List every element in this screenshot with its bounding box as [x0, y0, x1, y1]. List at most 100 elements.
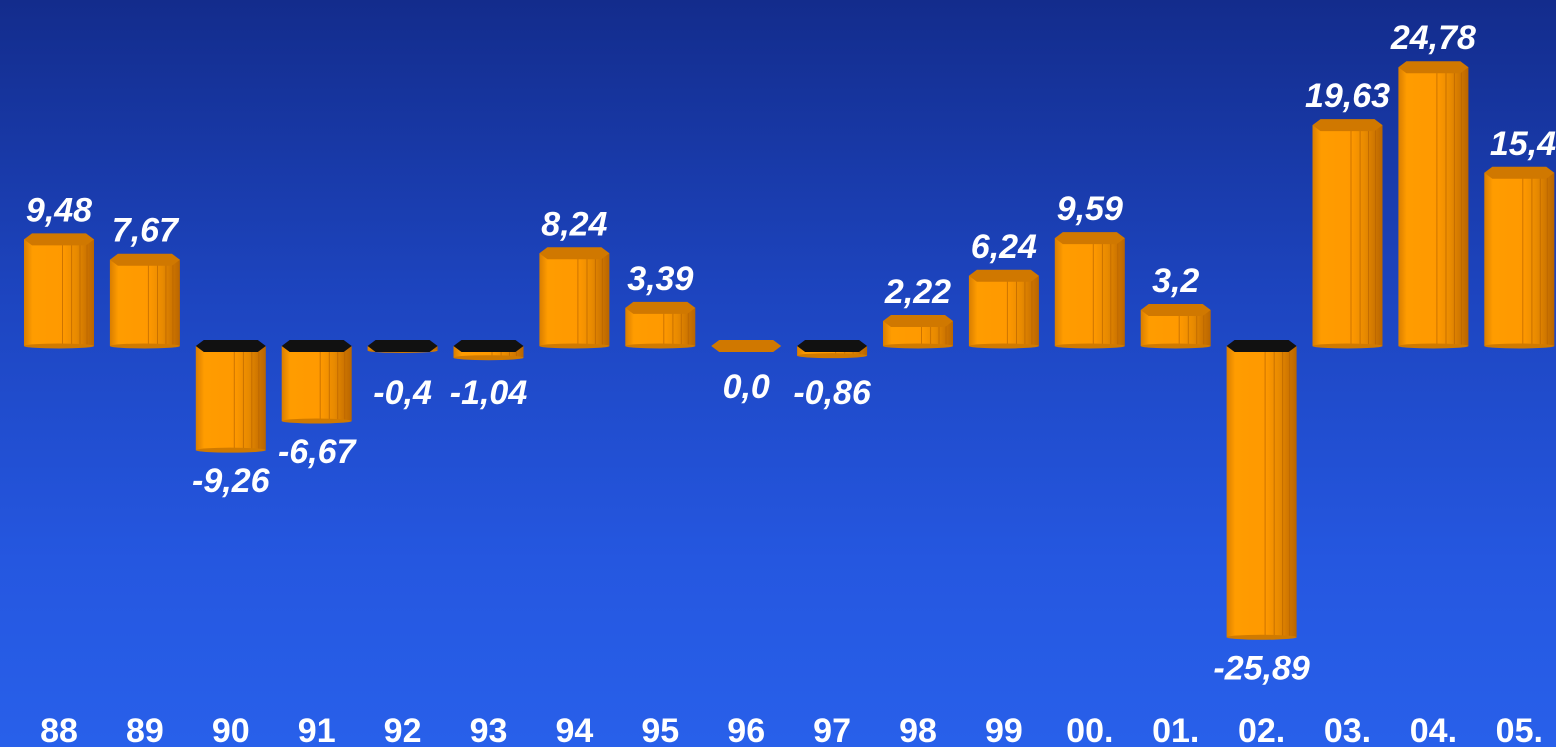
bar-base — [883, 344, 953, 349]
bar — [797, 340, 867, 358]
bar-base — [625, 344, 695, 349]
bar-body — [1055, 238, 1125, 346]
data-label: 8,24 — [541, 205, 607, 243]
bar — [24, 233, 94, 348]
bar-body — [969, 276, 1039, 346]
bar-body — [1227, 346, 1297, 637]
bar — [1055, 232, 1125, 348]
x-tick-label: 94 — [555, 712, 593, 747]
data-label: -25,89 — [1213, 649, 1309, 687]
bar-body — [24, 239, 94, 346]
bar-body — [196, 346, 266, 450]
bar-base — [196, 448, 266, 453]
data-label: 6,24 — [971, 228, 1037, 266]
bar-top — [1141, 304, 1211, 316]
bar-body — [1398, 67, 1468, 346]
x-tick-label: 88 — [40, 712, 78, 747]
data-label: 0,0 — [723, 368, 770, 406]
data-label: 3,39 — [627, 260, 693, 298]
bar — [539, 247, 609, 348]
data-label: 7,67 — [112, 212, 180, 250]
bar-top — [24, 233, 94, 245]
category-labels-layer: 88 89 90 91 92 93 94 95 96 97 98 99 00. 01. 02. 03. 04. 0… — [40, 712, 1543, 747]
data-label: -1,04 — [450, 374, 528, 412]
x-tick-label: 89 — [126, 712, 164, 747]
bar-base — [1227, 635, 1297, 640]
bar — [196, 340, 266, 453]
bar-body — [1313, 125, 1383, 346]
bar — [625, 302, 695, 349]
data-label: -6,67 — [278, 433, 358, 471]
bar — [1398, 61, 1468, 348]
data-label: -9,26 — [192, 462, 271, 500]
bar-top — [1484, 167, 1554, 179]
x-tick-label: 91 — [298, 712, 336, 747]
bar-base — [1313, 344, 1383, 349]
x-tick-label: 96 — [727, 712, 765, 747]
x-tick-label: 02. — [1238, 712, 1285, 747]
data-label: 9,48 — [26, 191, 92, 229]
data-label: 15,4 — [1490, 125, 1556, 163]
data-label: 9,59 — [1057, 190, 1123, 228]
x-tick-label: 04. — [1410, 712, 1457, 747]
bar — [1141, 304, 1211, 349]
bar-base — [282, 419, 352, 424]
x-tick-label: 95 — [641, 712, 679, 747]
x-tick-label: 00. — [1066, 712, 1113, 747]
bar-base — [1055, 344, 1125, 349]
data-label: 19,63 — [1305, 77, 1390, 115]
bar-top — [1398, 61, 1468, 73]
x-tick-label: 05. — [1496, 712, 1543, 747]
bar-base — [797, 353, 867, 358]
bar-base — [969, 344, 1039, 349]
data-label: 2,22 — [884, 273, 951, 311]
bar — [1484, 167, 1554, 349]
bar-base — [539, 344, 609, 349]
bars-layer — [24, 61, 1554, 640]
bar-top — [969, 270, 1039, 282]
bar — [368, 340, 438, 353]
bar-top-dark — [1227, 340, 1297, 352]
data-label: -0,86 — [793, 374, 872, 412]
bar-top-dark — [797, 340, 867, 352]
bar-top — [1313, 119, 1383, 131]
bar-top — [539, 247, 609, 259]
bar-body — [539, 253, 609, 346]
bar-base — [454, 355, 524, 360]
x-tick-label: 93 — [470, 712, 508, 747]
bar-body — [110, 260, 180, 346]
x-tick-label: 97 — [813, 712, 851, 747]
data-label: 3,2 — [1152, 262, 1199, 300]
bar-body — [282, 346, 352, 421]
x-tick-label: 98 — [899, 712, 937, 747]
bar-top — [1055, 232, 1125, 244]
bar — [1227, 340, 1297, 640]
x-tick-label: 90 — [212, 712, 250, 747]
data-label: 24,78 — [1390, 19, 1476, 57]
bar-top — [711, 340, 781, 352]
x-tick-label: 01. — [1152, 712, 1199, 747]
x-tick-label: 03. — [1324, 712, 1371, 747]
bar-top — [625, 302, 695, 314]
bar-top-dark — [368, 340, 438, 352]
bar-base — [1141, 344, 1211, 349]
data-label: -0,4 — [373, 374, 432, 412]
bar — [110, 254, 180, 349]
bar-top — [110, 254, 180, 266]
bar-top-dark — [282, 340, 352, 352]
bar-base — [1398, 344, 1468, 349]
bar — [883, 315, 953, 348]
bar — [711, 340, 781, 352]
bar-body — [1484, 173, 1554, 346]
x-tick-label: 99 — [985, 712, 1023, 747]
bar-base — [1484, 344, 1554, 349]
bar — [454, 340, 524, 360]
x-tick-label: 92 — [384, 712, 422, 747]
bar — [282, 340, 352, 424]
bar-base — [24, 344, 94, 349]
bar-top-dark — [454, 340, 524, 352]
bar-base — [110, 344, 180, 349]
bar-top-dark — [196, 340, 266, 352]
bar-top — [883, 315, 953, 327]
